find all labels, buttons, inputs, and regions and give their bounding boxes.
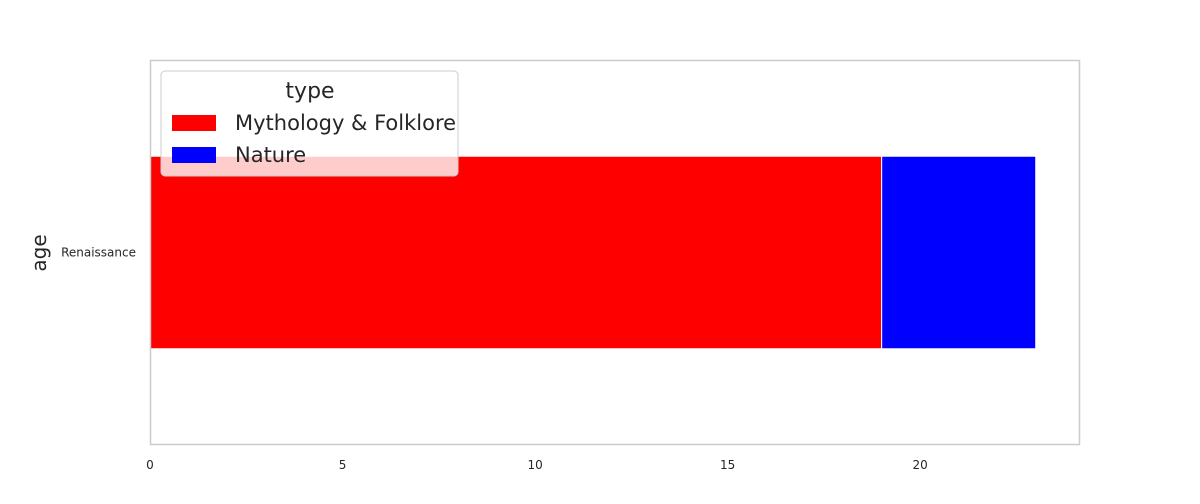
y-axis-label: age bbox=[27, 234, 51, 271]
legend-entries: Mythology & Folklore Nature bbox=[172, 111, 456, 167]
y-tick-label: Renaissance bbox=[61, 246, 136, 260]
legend-label: Mythology & Folklore bbox=[235, 111, 456, 135]
x-tick-label: 15 bbox=[720, 458, 735, 472]
legend-title: type bbox=[285, 79, 334, 104]
legend-swatch bbox=[172, 115, 216, 131]
plot-frame bbox=[149, 59, 1081, 446]
bar-mythology-folklore-renaissance bbox=[149, 155, 883, 350]
legend-label: Nature bbox=[235, 143, 306, 167]
bar-nature-renaissance bbox=[881, 155, 1037, 350]
bars-layer bbox=[149, 155, 1037, 350]
x-tick-labels: 0 5 10 15 20 bbox=[146, 458, 928, 472]
legend-swatch bbox=[172, 147, 216, 163]
x-tick-label: 0 bbox=[146, 458, 154, 472]
x-tick-label: 10 bbox=[527, 458, 542, 472]
x-tick-label: 5 bbox=[339, 458, 347, 472]
legend-frame bbox=[160, 70, 459, 177]
x-tick-label: 20 bbox=[913, 458, 928, 472]
y-tick-labels: Renaissance bbox=[61, 246, 136, 260]
legend: type Mythology & Folklore Nature bbox=[160, 70, 459, 177]
